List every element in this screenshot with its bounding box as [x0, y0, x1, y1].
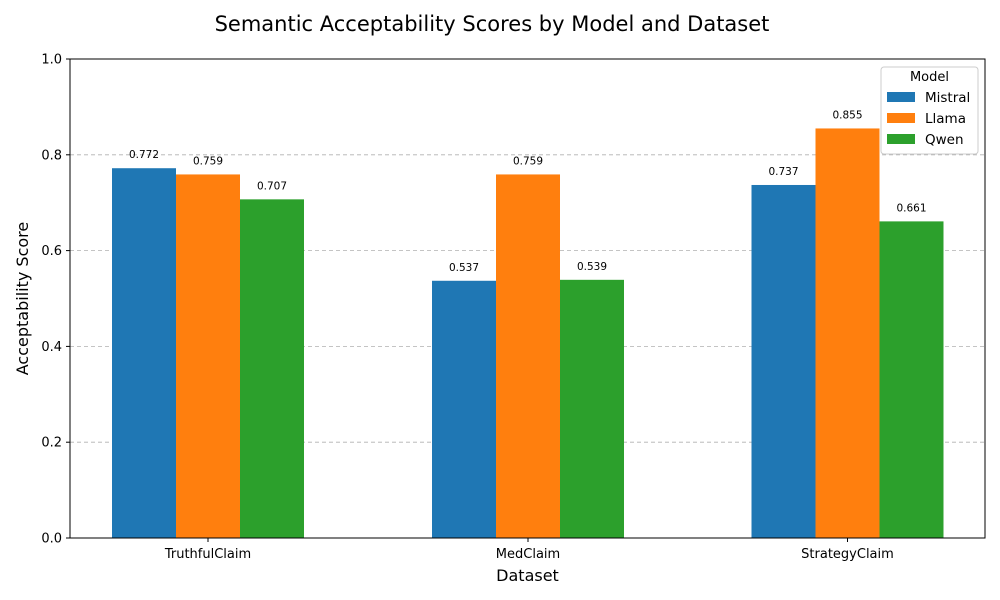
legend-title: Model [910, 70, 949, 85]
data-label: 0.855 [832, 109, 862, 121]
data-label: 0.737 [768, 166, 798, 178]
bar-llama [815, 128, 880, 538]
y-tick-label: 0.0 [41, 532, 62, 547]
bar-qwen [560, 279, 624, 538]
data-label: 0.707 [257, 180, 287, 192]
y-tick-label: 0.6 [41, 244, 62, 259]
y-axis-label: Acceptability Score [13, 222, 32, 375]
bar-mistral [112, 168, 176, 538]
y-axis: 0.0 0.2 0.4 0.6 0.8 1.0 [41, 53, 70, 547]
legend-swatch-mistral [887, 92, 915, 102]
legend: Model Mistral Llama Qwen [880, 66, 979, 155]
x-tick-label: StrategyClaim [801, 547, 894, 562]
y-tick-label: 1.0 [41, 53, 62, 68]
bar-series [112, 128, 944, 539]
legend-label-qwen: Qwen [925, 132, 964, 148]
data-label: 0.759 [513, 155, 543, 167]
bar-llama [496, 174, 560, 538]
x-axis-label: Dataset [496, 566, 559, 585]
bar-qwen [879, 221, 944, 539]
bar-mistral [432, 280, 496, 538]
y-tick-label: 0.8 [41, 148, 62, 163]
data-label: 0.537 [449, 262, 479, 274]
data-label: 0.539 [577, 261, 607, 273]
y-tick-label: 0.4 [41, 340, 62, 355]
y-tick-label: 0.2 [41, 436, 62, 451]
data-label: 0.772 [129, 149, 159, 161]
x-tick-label: MedClaim [496, 547, 560, 562]
legend-frame [880, 66, 979, 155]
data-label: 0.759 [193, 155, 223, 167]
bar-mistral [751, 184, 816, 539]
legend-swatch-qwen [887, 134, 915, 144]
bar-llama [176, 174, 240, 538]
legend-label-mistral: Mistral [925, 90, 970, 106]
bar-qwen [240, 199, 304, 539]
legend-label-llama: Llama [925, 111, 966, 127]
data-labels: 0.772 0.759 0.707 0.537 0.759 0.539 0.737 0.855… [129, 109, 927, 273]
x-axis: TruthfulClaim MedClaim StrategyClaim [164, 538, 894, 562]
legend-swatch-llama [887, 113, 915, 123]
chart-title: Semantic Acceptability Scores by Model a… [215, 12, 770, 36]
x-tick-label: TruthfulClaim [164, 547, 251, 562]
data-label: 0.661 [896, 202, 926, 214]
